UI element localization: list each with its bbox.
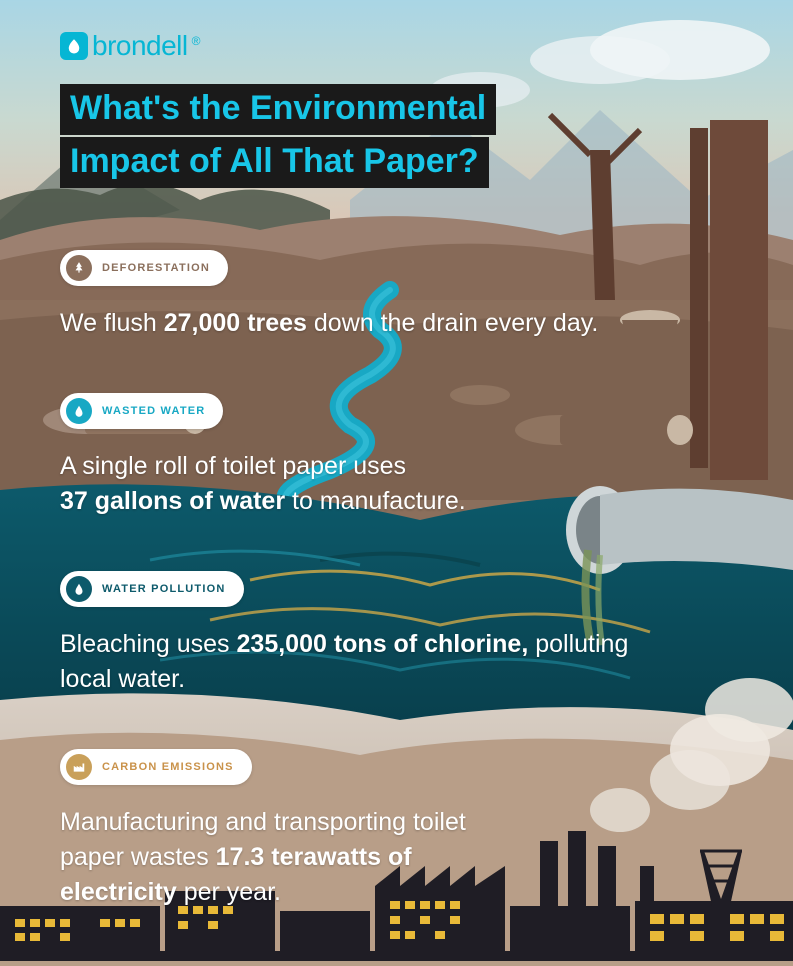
deforestation-label: DEFORESTATION: [102, 262, 210, 274]
title-line-1: What's the Environmental: [60, 84, 496, 135]
factory-icon: [66, 754, 92, 780]
wasted-water-fact: A single roll of toilet paper uses 37 ga…: [60, 449, 640, 519]
wasted-water-pill: WASTED WATER: [60, 393, 223, 429]
brand-registered: ®: [192, 34, 201, 48]
water-pollution-fact: Bleaching uses 235,000 tons of chlorine,…: [60, 627, 640, 697]
tree-icon: [66, 255, 92, 281]
carbon-emissions-pill: CARBON EMISSIONS: [60, 749, 252, 785]
title-line-2: Impact of All That Paper?: [60, 137, 489, 188]
droplet-icon: [66, 398, 92, 424]
deforestation-section: DEFORESTATION We flush 27,000 trees down…: [60, 250, 733, 341]
water-pollution-label: WATER POLLUTION: [102, 583, 226, 595]
brand-logo: brondell ®: [60, 30, 733, 62]
carbon-emissions-section: CARBON EMISSIONS Manufacturing and trans…: [60, 749, 733, 910]
brand-logo-mark: [60, 32, 88, 60]
carbon-emissions-label: CARBON EMISSIONS: [102, 761, 234, 773]
deforestation-pill: DEFORESTATION: [60, 250, 228, 286]
water-pollution-pill: WATER POLLUTION: [60, 571, 244, 607]
water-pollution-section: WATER POLLUTION Bleaching uses 235,000 t…: [60, 571, 733, 697]
brand-name: brondell: [92, 30, 188, 62]
droplet-dark-icon: [66, 576, 92, 602]
wasted-water-label: WASTED WATER: [102, 405, 205, 417]
carbon-emissions-fact: Manufacturing and transporting toilet pa…: [60, 805, 500, 910]
wasted-water-section: WASTED WATER A single roll of toilet pap…: [60, 393, 733, 519]
deforestation-fact: We flush 27,000 trees down the drain eve…: [60, 306, 640, 341]
page-title: What's the Environmental Impact of All T…: [60, 84, 733, 190]
